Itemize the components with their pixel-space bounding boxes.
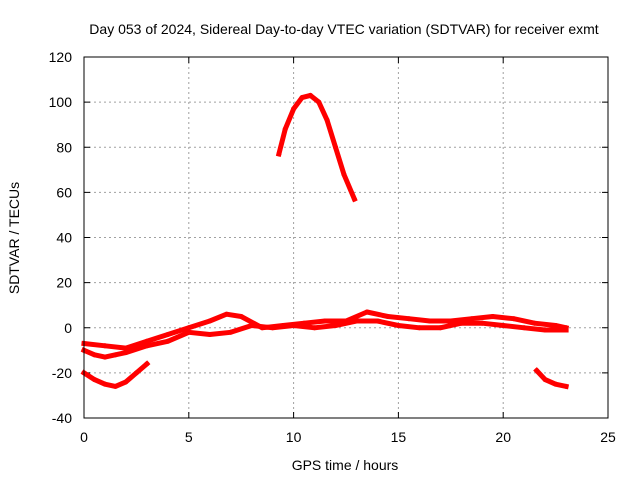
point-main-band-lower-4	[123, 350, 129, 356]
point-midday-peak-4	[307, 92, 313, 98]
point-main-band-upper-8	[238, 313, 244, 319]
x-tick-label-3: 15	[391, 429, 407, 445]
point-main-band-lower-20	[458, 320, 464, 326]
point-main-band-upper-3	[144, 338, 150, 344]
y-tick-label-3: 20	[56, 275, 72, 291]
y-tick-label-8: 120	[49, 49, 73, 65]
point-main-band-lower-3	[112, 352, 118, 358]
point-midday-peak-9	[351, 196, 357, 202]
series-late-segment	[533, 367, 570, 390]
point-main-band-upper-16	[406, 316, 412, 322]
point-main-band-lower-14	[333, 322, 339, 328]
x-tick-label-2: 10	[286, 429, 302, 445]
point-evening-arc-5	[133, 370, 139, 376]
point-evening-arc-2	[102, 381, 108, 387]
point-main-band-lower-21	[479, 320, 485, 326]
point-main-band-upper-12	[322, 318, 328, 324]
axis-ticks: 0 5 10 15 20 25 -40 -20 0 20 40 60 80 100 120	[49, 49, 616, 445]
point-main-band-upper-6	[207, 318, 213, 324]
x-axis-title: GPS time / hours	[292, 457, 399, 473]
y-tick-label-4: 40	[56, 230, 72, 246]
y-axis-title: SDTVAR / TECUs	[6, 182, 22, 294]
series-main-band-lower	[80, 318, 569, 360]
point-main-band-lower-6	[165, 338, 171, 344]
plot-frame	[83, 56, 609, 419]
point-main-band-upper-14	[364, 309, 370, 315]
series-evening-arc	[80, 360, 151, 389]
y-tick-label-2: 0	[64, 320, 72, 336]
x-tick-label-4: 20	[495, 429, 511, 445]
y-tick-label-0: -40	[52, 410, 72, 426]
point-main-band-upper-23	[553, 322, 559, 328]
y-tick-label-1: -20	[52, 365, 72, 381]
point-main-band-lower-2	[102, 354, 108, 360]
point-midday-peak-5	[316, 99, 322, 105]
point-main-band-upper-15	[385, 313, 391, 319]
point-main-band-lower-18	[416, 325, 422, 331]
point-main-band-lower-7	[186, 329, 192, 335]
point-main-band-lower-16	[374, 318, 380, 324]
grid-lines	[84, 57, 608, 418]
x-tick-label-1: 5	[185, 429, 193, 445]
x-tick-label-0: 0	[80, 429, 88, 445]
point-midday-peak-1	[282, 126, 288, 132]
point-main-band-lower-17	[395, 322, 401, 328]
point-main-band-upper-21	[511, 316, 517, 322]
point-midday-peak-0	[276, 151, 282, 157]
point-main-band-upper-18	[448, 318, 454, 324]
point-midday-peak-7	[333, 144, 339, 150]
point-evening-arc-3	[112, 383, 118, 389]
point-main-band-lower-23	[521, 325, 527, 331]
point-late-segment-3	[563, 383, 569, 389]
point-main-band-upper-5	[186, 325, 192, 331]
data-series	[80, 92, 570, 390]
point-midday-peak-3	[299, 95, 305, 101]
point-main-band-lower-13	[312, 325, 318, 331]
point-main-band-lower-1	[91, 352, 97, 358]
point-midday-peak-8	[341, 171, 347, 177]
point-evening-arc-4	[123, 379, 129, 385]
point-late-segment-1	[542, 377, 548, 383]
point-main-band-lower-24	[542, 327, 548, 333]
point-main-band-lower-8	[207, 332, 213, 338]
point-main-band-lower-12	[291, 322, 297, 328]
x-tick-label-5: 25	[600, 429, 616, 445]
point-main-band-lower-19	[437, 325, 443, 331]
point-main-band-lower-10	[249, 322, 255, 328]
point-main-band-lower-11	[270, 325, 276, 331]
point-main-band-lower-5	[144, 343, 150, 349]
y-tick-label-6: 80	[56, 139, 72, 155]
point-midday-peak-6	[324, 117, 330, 123]
point-main-band-lower-25	[563, 327, 569, 333]
point-main-band-upper-17	[427, 318, 433, 324]
point-main-band-upper-2	[123, 345, 129, 351]
point-main-band-upper-1	[102, 343, 108, 349]
point-main-band-upper-19	[469, 316, 475, 322]
point-late-segment-0	[534, 368, 540, 374]
point-main-band-upper-20	[490, 313, 496, 319]
y-tick-label-5: 60	[56, 184, 72, 200]
point-main-band-lower-22	[500, 322, 506, 328]
point-midday-peak-2	[291, 106, 297, 112]
point-main-band-lower-9	[228, 329, 234, 335]
chart-title: Day 053 of 2024, Sidereal Day-to-day VTE…	[89, 21, 598, 37]
series-midday-peak	[275, 92, 358, 203]
point-main-band-upper-22	[532, 320, 538, 326]
point-evening-arc-6	[144, 361, 150, 367]
y-tick-label-7: 100	[49, 94, 73, 110]
point-main-band-upper-7	[224, 311, 230, 317]
point-late-segment-2	[553, 381, 559, 387]
point-evening-arc-1	[91, 377, 97, 383]
point-main-band-lower-15	[353, 318, 359, 324]
point-main-band-upper-4	[165, 332, 171, 338]
